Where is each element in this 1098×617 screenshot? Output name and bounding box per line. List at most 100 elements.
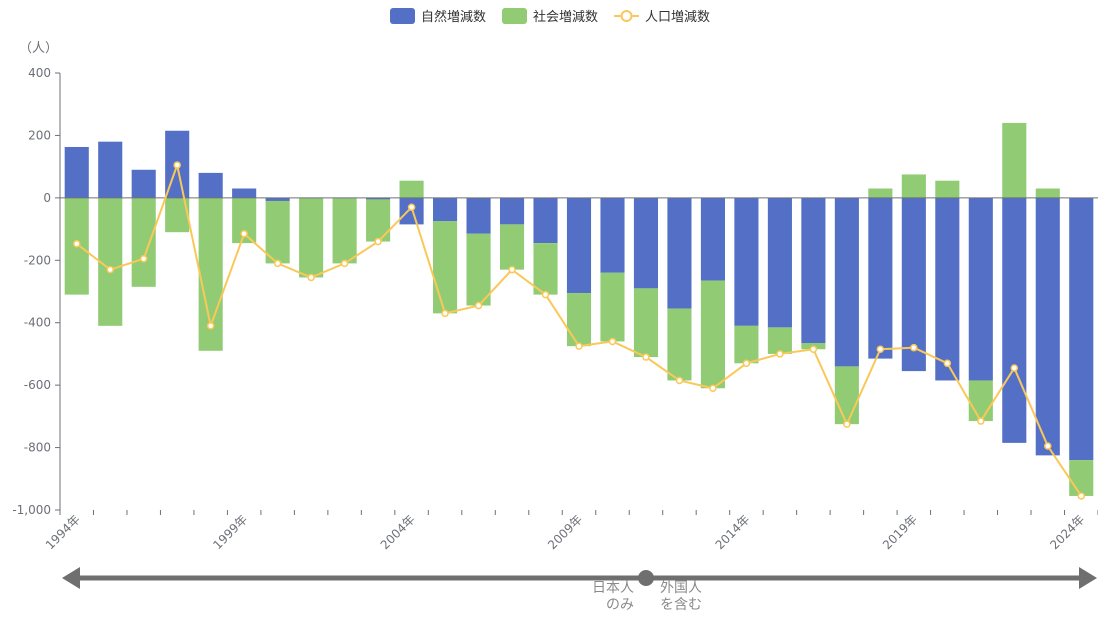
y-tick-label: -600 [24, 378, 51, 392]
legend-line-marker [620, 10, 633, 22]
x-tick-label: 2024年 [1047, 512, 1087, 552]
bar-natural [98, 141, 123, 198]
bar-social [600, 272, 625, 342]
bar-natural [1035, 197, 1060, 456]
bar-natural [1069, 197, 1094, 461]
y-axis-unit-label: （人） [19, 41, 58, 56]
line-point [943, 359, 952, 368]
x-tick-label: 2004年 [378, 512, 418, 552]
bar-natural [868, 197, 893, 359]
line-point [642, 353, 650, 361]
bar-natural [366, 197, 391, 200]
bar-natural [834, 197, 859, 367]
bar-natural [131, 169, 156, 198]
bar-natural [901, 197, 926, 372]
bar-natural [566, 197, 592, 294]
line-point [273, 259, 282, 268]
bar-social [968, 380, 993, 422]
line-point [1077, 492, 1086, 500]
annotation-right-label: を含む [660, 597, 702, 613]
bar-social [868, 188, 893, 198]
line-point [173, 161, 181, 169]
timeline-arrow-left-head [62, 567, 80, 589]
bar-natural [767, 197, 792, 328]
timeline-divider-dot [638, 570, 654, 586]
bar-social [265, 200, 290, 264]
line-point [1010, 364, 1019, 372]
x-tick-label: 2009年 [545, 512, 585, 552]
line-point [441, 309, 449, 318]
legend-label: 人口増減数 [645, 9, 710, 25]
line-point [474, 301, 483, 310]
line-point [809, 345, 818, 353]
line-point [742, 359, 751, 368]
line-point [240, 230, 248, 238]
bar-social [499, 224, 525, 270]
annotation-right-label: 外国人 [660, 580, 702, 596]
line-point [407, 203, 416, 211]
x-tick-label: 1999年 [210, 512, 250, 552]
legend-label: 自然増減数 [421, 9, 486, 25]
line-point [307, 273, 315, 282]
bar-social [466, 233, 491, 306]
bar-natural [600, 197, 625, 273]
legend-swatch [502, 8, 527, 24]
line-point [206, 322, 215, 330]
bar-natural [633, 197, 659, 289]
bar-social [767, 327, 792, 354]
bar-social [433, 221, 458, 314]
line-point [106, 265, 114, 274]
line-point [508, 265, 516, 274]
bar-natural [734, 197, 759, 326]
y-tick-label: 400 [28, 66, 51, 80]
y-tick-label: -200 [24, 253, 51, 267]
line-point [374, 237, 382, 246]
bar-natural [667, 197, 692, 309]
bar-social [566, 293, 592, 347]
legend: 自然増減数 社会増減数 人口増減数 [390, 8, 710, 25]
bar-social [399, 180, 424, 198]
annotation-left-label: のみ [606, 597, 634, 613]
line-point [776, 350, 784, 358]
timeline-arrow-right-head [1079, 567, 1097, 589]
bar-social [1002, 122, 1027, 198]
bar-social [1035, 188, 1060, 198]
bar-social [98, 197, 123, 326]
x-tick-label: 2014年 [713, 512, 753, 552]
bar-social [533, 243, 558, 295]
legend-swatch [390, 8, 415, 24]
line-point [843, 420, 851, 428]
line-point [340, 259, 349, 268]
bar-natural [499, 197, 525, 225]
bar-social [332, 197, 357, 264]
bar-natural [198, 172, 223, 198]
line-point [876, 345, 885, 353]
line-point [608, 337, 617, 346]
y-tick-label: 200 [28, 128, 51, 142]
line-point [675, 376, 684, 385]
bar-social [734, 325, 759, 364]
x-tick-label: 1994年 [43, 512, 83, 552]
bar-social [366, 199, 391, 242]
bar-natural [533, 197, 558, 244]
bar-social [131, 197, 156, 287]
line-point [910, 343, 918, 352]
bar-social [633, 288, 659, 358]
bar-natural [433, 197, 458, 222]
y-tick-label: -1,000 [12, 503, 51, 517]
bar-natural [232, 188, 257, 198]
annotation-left-label: 日本人 [592, 580, 634, 596]
line-point [541, 290, 550, 299]
line-point [977, 417, 985, 425]
line-point [709, 384, 717, 393]
y-tick-label: -400 [24, 316, 51, 330]
bar-social [901, 174, 926, 198]
x-tick-label: 2019年 [880, 512, 920, 552]
bar-social [700, 280, 725, 389]
bar-natural [399, 197, 424, 225]
y-tick-label: 0 [43, 191, 51, 205]
bar-natural [700, 197, 725, 281]
bar-natural [466, 197, 491, 234]
bar-natural [1002, 197, 1027, 443]
